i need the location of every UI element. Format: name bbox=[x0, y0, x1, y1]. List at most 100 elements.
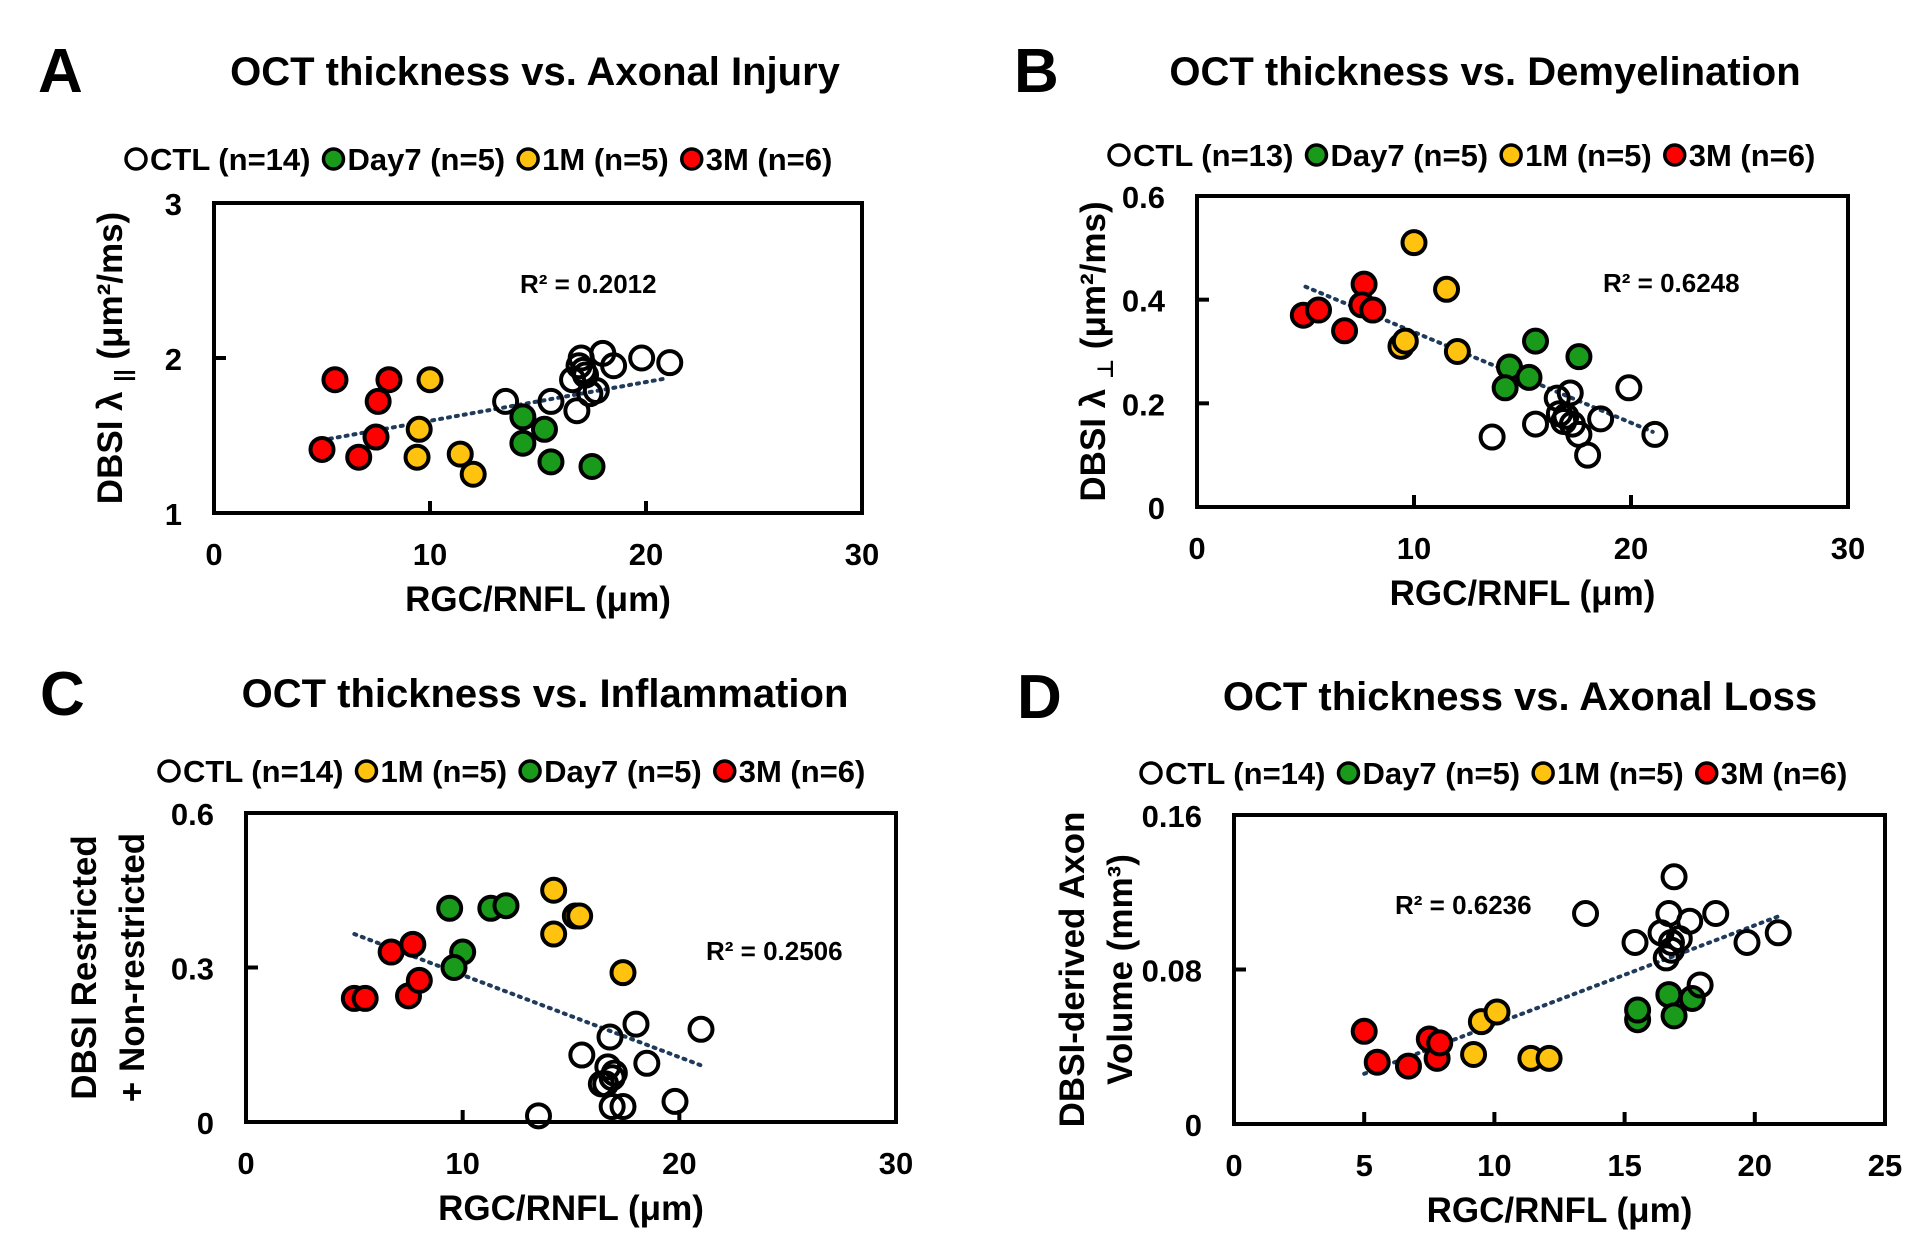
legend-label: CTL (n=14) bbox=[150, 142, 310, 177]
legend-marker-ctl bbox=[1139, 761, 1163, 785]
y-tick-label: 0.6 bbox=[1122, 180, 1165, 215]
data-point-1m bbox=[1460, 1040, 1488, 1068]
data-point-1m bbox=[1535, 1044, 1563, 1072]
x-axis-label: RGC/RNFL (μm) bbox=[1390, 574, 1656, 613]
legend-marker-3m bbox=[713, 759, 737, 783]
data-point-ctl bbox=[1660, 863, 1688, 891]
data-point-3m bbox=[405, 966, 433, 994]
r-squared-label: R² = 0.6236 bbox=[1395, 890, 1532, 920]
series-1m bbox=[1387, 229, 1471, 365]
data-point-day7 bbox=[578, 453, 606, 480]
y-axis-label-line1: DBSI Restricted bbox=[65, 835, 104, 1100]
legend-marker-day7 bbox=[321, 147, 346, 171]
data-point-1m bbox=[1433, 275, 1461, 303]
data-point-day7 bbox=[530, 415, 558, 443]
data-point-ctl bbox=[568, 1041, 596, 1069]
data-point-3m bbox=[1305, 296, 1333, 324]
series-day7 bbox=[1624, 981, 1706, 1034]
panel-letter: D bbox=[1017, 663, 1062, 732]
data-point-ctl bbox=[661, 1087, 689, 1115]
y-axis-label: DBSI λ || (μm²/ms) bbox=[91, 212, 135, 504]
data-point-ctl bbox=[587, 1070, 615, 1098]
data-point-ctl bbox=[563, 397, 591, 425]
legend-label: 3M (n=6) bbox=[1689, 138, 1816, 173]
data-point-ctl bbox=[596, 1023, 624, 1051]
data-point-ctl bbox=[656, 349, 684, 377]
data-point-day7 bbox=[1491, 374, 1519, 402]
data-point-day7 bbox=[440, 954, 468, 981]
data-point-1m bbox=[459, 460, 487, 488]
series-ctl bbox=[1478, 374, 1669, 469]
series-day7 bbox=[1491, 327, 1593, 402]
legend-marker-1m bbox=[1499, 143, 1523, 167]
data-point-ctl bbox=[1764, 919, 1792, 947]
data-point-1m bbox=[1483, 998, 1511, 1026]
data-point-ctl bbox=[1572, 899, 1600, 927]
chart-title: OCT thickness vs. Demyelination bbox=[1169, 50, 1800, 94]
data-point-3m bbox=[399, 930, 427, 958]
legend-marker-1m bbox=[516, 147, 540, 171]
data-point-ctl bbox=[1574, 441, 1602, 469]
legend-marker-ctl bbox=[1107, 143, 1131, 167]
data-point-3m bbox=[1394, 1052, 1422, 1080]
y-tick-label: 0.08 bbox=[1142, 954, 1202, 989]
x-tick-label: 0 bbox=[205, 537, 222, 572]
data-point-3m bbox=[1426, 1029, 1454, 1057]
legend-marker-day7 bbox=[518, 759, 542, 783]
legend: CTL (n=14) 1M (n=5) Day7 (n=5) 3M (n=6) bbox=[157, 754, 865, 789]
series-1m bbox=[540, 876, 637, 987]
trendline bbox=[352, 932, 703, 1068]
x-tick-label: 10 bbox=[1397, 531, 1431, 566]
series-3m bbox=[308, 366, 403, 471]
y-tick-label: 0.6 bbox=[171, 797, 214, 832]
legend-label: 3M (n=6) bbox=[1721, 756, 1848, 791]
legend-marker-day7 bbox=[1336, 761, 1361, 785]
data-point-3m bbox=[321, 366, 349, 394]
data-point-ctl bbox=[1615, 374, 1643, 402]
data-point-day7 bbox=[1565, 343, 1593, 371]
y-tick-label: 1 bbox=[165, 497, 182, 532]
y-axis-label-line2: + Non-restricted bbox=[113, 833, 152, 1102]
legend: CTL (n=13) Day7 (n=5) 1M (n=5) 3M (n=6) bbox=[1107, 138, 1816, 173]
r-squared-label: R² = 0.6248 bbox=[1603, 268, 1740, 298]
data-point-1m bbox=[1400, 229, 1428, 257]
y-axis-label-line1: DBSI-derived Axon bbox=[1053, 812, 1092, 1128]
legend-label: Day7 (n=5) bbox=[1330, 138, 1488, 173]
chart-title: OCT thickness vs. Axonal Loss bbox=[1223, 675, 1817, 719]
data-point-3m bbox=[351, 984, 379, 1012]
data-point-3m bbox=[345, 443, 373, 471]
panel-b: B OCT thickness vs. Demyelination CTL (n=1… bbox=[1014, 37, 1865, 613]
legend-marker-1m bbox=[1531, 761, 1555, 785]
data-point-1m bbox=[609, 959, 637, 987]
data-point-1m bbox=[403, 443, 431, 471]
data-point-1m bbox=[405, 415, 433, 443]
data-point-ctl bbox=[1733, 928, 1761, 956]
plot-frame bbox=[1232, 813, 1887, 1126]
legend-marker-ctl bbox=[157, 759, 181, 783]
x-tick-label: 20 bbox=[662, 1146, 696, 1181]
data-point-ctl bbox=[633, 1049, 661, 1077]
x-axis-label: RGC/RNFL (μm) bbox=[438, 1189, 704, 1228]
data-point-ctl bbox=[1545, 400, 1573, 428]
data-point-1m bbox=[416, 366, 444, 394]
panel-letter: C bbox=[40, 660, 85, 729]
y-tick-label: 0.16 bbox=[1142, 799, 1202, 834]
data-point-day7 bbox=[1678, 984, 1706, 1012]
data-point-ctl bbox=[600, 352, 628, 380]
legend: CTL (n=14) Day7 (n=5) 1M (n=5) 3M (n=6) bbox=[1139, 756, 1848, 791]
x-tick-label: 30 bbox=[1831, 531, 1865, 566]
data-point-1m bbox=[540, 920, 568, 948]
legend-marker-1m bbox=[354, 759, 379, 783]
legend-label: Day7 (n=5) bbox=[544, 754, 702, 789]
data-point-ctl bbox=[525, 1102, 552, 1130]
data-point-ctl bbox=[1587, 405, 1615, 433]
data-point-ctl bbox=[492, 387, 520, 415]
panel-c: C OCT thickness vs. Inflammation CTL (n=14… bbox=[40, 660, 913, 1228]
series-3m bbox=[1289, 270, 1387, 345]
plot-frame bbox=[244, 811, 898, 1124]
data-point-day7 bbox=[492, 892, 520, 920]
data-point-3m bbox=[364, 387, 392, 415]
y-axis-label: DBSI λ ⊥ (μm²/ms) bbox=[1074, 201, 1118, 501]
data-point-ctl bbox=[687, 1015, 715, 1043]
